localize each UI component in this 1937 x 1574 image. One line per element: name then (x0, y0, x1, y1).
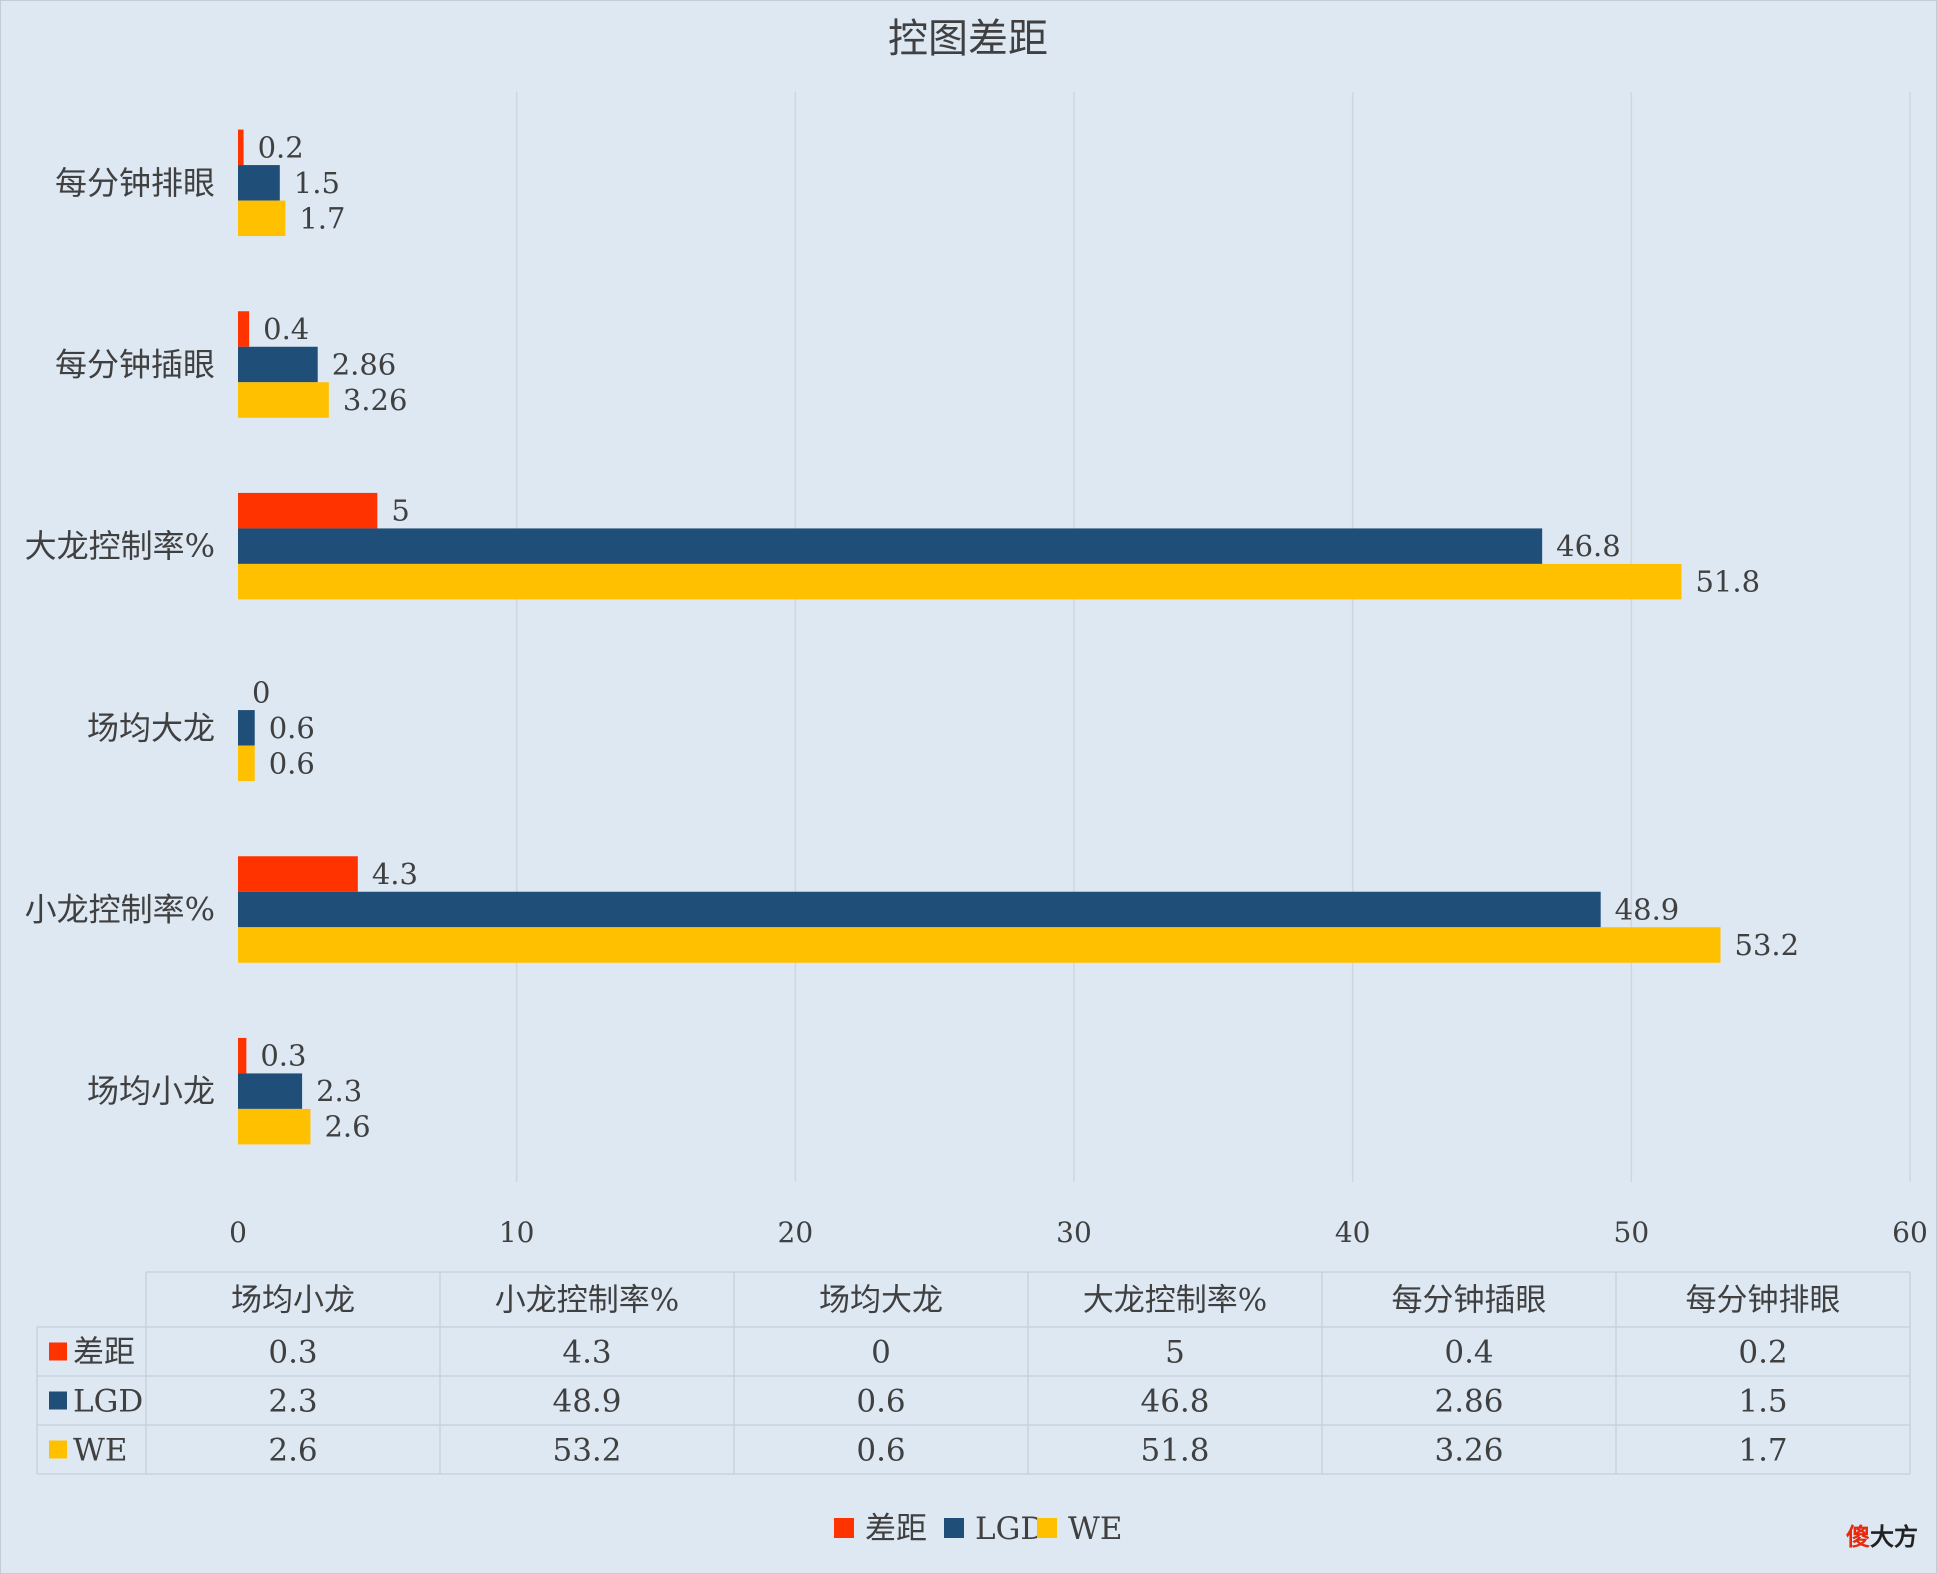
bar (238, 1037, 247, 1074)
chart-title: 控图差距 (888, 16, 1048, 62)
bar (238, 856, 358, 892)
data-label: 2.86 (332, 348, 397, 382)
table-cell: 53.2 (552, 1433, 621, 1469)
x-tick-label: 40 (1335, 1216, 1371, 1249)
bar (238, 1108, 311, 1145)
table-header-cell: 场均小龙 (231, 1283, 355, 1319)
data-label: 1.5 (294, 166, 340, 200)
category-label: 场均小龙 (87, 1072, 215, 1110)
x-tick-label: 50 (1614, 1216, 1650, 1249)
category-label: 场均大龙 (87, 709, 215, 747)
table-legend-key (49, 1342, 67, 1361)
legend-entry: WE (1068, 1511, 1123, 1547)
table-cell: 51.8 (1140, 1433, 1209, 1469)
bar (238, 165, 280, 201)
category-axis: 场均小龙 小龙控制率% 场均大龙 大龙控制率% 每分钟插眼 每分钟排眼 (25, 164, 215, 1110)
data-label: 0.6 (269, 746, 315, 780)
table-cell: 5 (1165, 1335, 1185, 1371)
table-cell: 46.8 (1140, 1384, 1209, 1420)
table-row-header: WE (73, 1433, 128, 1469)
legend-key (834, 1518, 854, 1538)
bar (238, 891, 1601, 928)
table-cell: 0.6 (856, 1433, 905, 1469)
table-cell: 0.2 (1738, 1335, 1787, 1371)
table-cell: 1.7 (1738, 1433, 1787, 1469)
data-label: 2.6 (324, 1110, 370, 1144)
bar (238, 200, 286, 237)
bar (238, 129, 244, 166)
x-tick-label: 0 (229, 1216, 247, 1249)
data-label: 53.2 (1735, 928, 1800, 962)
data-label: 48.9 (1615, 893, 1680, 927)
data-label: 4.3 (372, 857, 418, 891)
data-label: 5 (391, 494, 409, 528)
table-cell: 3.26 (1434, 1433, 1503, 1469)
table-header-cell: 小龙控制率% (495, 1283, 679, 1319)
value-labels: 0.32.32.64.348.953.200.60.6546.851.80.42… (252, 130, 1799, 1143)
data-label: 0.3 (260, 1039, 306, 1073)
bar (238, 528, 1543, 564)
category-label: 每分钟插眼 (55, 346, 215, 384)
data-label: 0.4 (263, 312, 309, 346)
x-tick-label: 30 (1056, 1216, 1092, 1249)
x-tick-label: 60 (1892, 1216, 1928, 1249)
legend-key (1037, 1518, 1057, 1538)
data-label: 3.26 (343, 383, 408, 417)
legend-entry: 差距 (865, 1511, 927, 1547)
bars (238, 129, 1721, 1145)
table-cell: 0.6 (856, 1384, 905, 1420)
data-label: 1.7 (299, 201, 345, 235)
table-cell: 0 (871, 1335, 891, 1371)
table-row-header: 差距 (73, 1335, 135, 1371)
category-label: 大龙控制率% (25, 527, 215, 565)
data-label: 51.8 (1695, 565, 1760, 599)
bar (238, 927, 1721, 963)
table-cell: 48.9 (552, 1384, 621, 1420)
table-cell: 2.3 (268, 1384, 317, 1420)
table-cell: 4.3 (562, 1335, 611, 1371)
table-header-cell: 场均大龙 (819, 1283, 943, 1319)
data-label: 0.2 (258, 130, 304, 164)
table-cell: 0.4 (1444, 1335, 1493, 1371)
table-row-header: LGD (73, 1384, 143, 1420)
x-tick-label: 10 (499, 1216, 535, 1249)
table-header-cell: 每分钟排眼 (1686, 1283, 1841, 1319)
data-label: 2.3 (316, 1074, 362, 1108)
bar (238, 710, 255, 746)
bar (238, 311, 250, 347)
bar (238, 563, 1682, 600)
x-tick-label: 20 (778, 1216, 814, 1249)
watermark: 傻大方 (1846, 1523, 1918, 1551)
table-cell: 0.3 (268, 1335, 317, 1371)
data-label: 0 (252, 675, 270, 709)
bar (238, 492, 378, 529)
bar (238, 382, 329, 418)
data-label: 46.8 (1556, 529, 1621, 563)
table-legend-key (49, 1440, 67, 1459)
table-cell: 1.5 (1738, 1384, 1787, 1420)
bar (238, 745, 255, 782)
value-axis: 0 10 20 30 40 50 60 (229, 1216, 1928, 1249)
bar (238, 1073, 303, 1109)
table-cell: 2.6 (268, 1433, 317, 1469)
table-legend-key (49, 1391, 67, 1410)
legend: 差距 LGD WE (834, 1511, 1123, 1547)
table-header-cell: 每分钟插眼 (1392, 1283, 1547, 1319)
category-label: 小龙控制率% (25, 891, 215, 929)
table-cell: 2.86 (1434, 1384, 1503, 1420)
bar (238, 346, 318, 383)
legend-entry: LGD (975, 1511, 1045, 1547)
data-label: 0.6 (269, 711, 315, 745)
category-label: 每分钟排眼 (55, 164, 215, 202)
gridlines (515, 92, 1911, 1182)
legend-key (944, 1518, 964, 1538)
table-header-cell: 大龙控制率% (1083, 1283, 1267, 1319)
